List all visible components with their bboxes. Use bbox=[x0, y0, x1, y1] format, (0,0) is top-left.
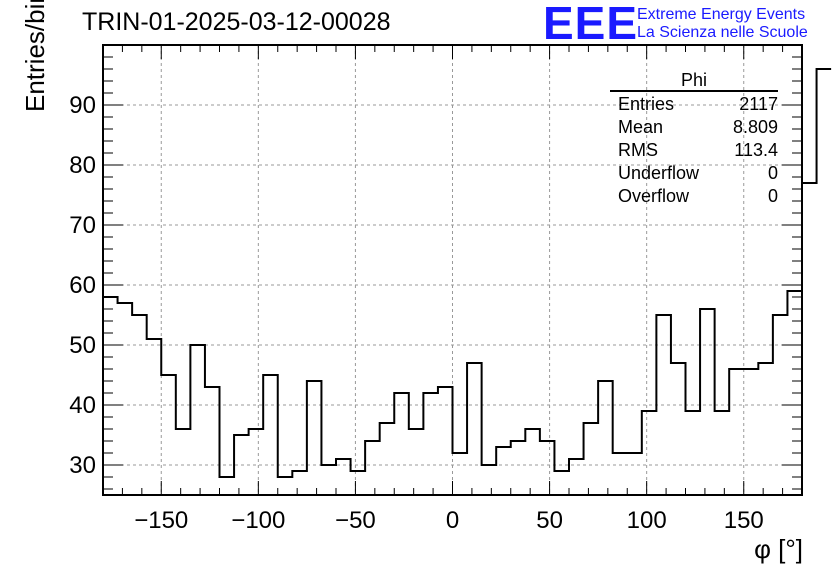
stats-value: 0 bbox=[767, 186, 778, 206]
stats-label: Overflow bbox=[618, 186, 690, 206]
stats-box: Phi Entries 2117 Mean 8.809 RMS 113.4 Un… bbox=[610, 70, 778, 209]
y-tick-label: 80 bbox=[69, 152, 96, 179]
histogram-line bbox=[103, 68, 832, 478]
plot-frame bbox=[102, 44, 803, 496]
stats-row: Entries 2117 bbox=[610, 94, 778, 117]
x-tick-label: −100 bbox=[231, 507, 285, 534]
stats-row: RMS 113.4 bbox=[610, 140, 778, 163]
axis-ticks bbox=[102, 44, 803, 495]
y-tick-label: 70 bbox=[69, 212, 96, 239]
stats-value: 8.809 bbox=[732, 117, 778, 137]
stats-value: 113.4 bbox=[734, 140, 778, 160]
y-tick-label: 90 bbox=[69, 92, 96, 119]
grid-lines bbox=[103, 45, 802, 495]
x-axis-label: φ [°] bbox=[754, 534, 803, 564]
x-tick-label: 150 bbox=[724, 507, 764, 534]
x-tick-label: −50 bbox=[335, 507, 376, 534]
stats-row: Mean 8.809 bbox=[610, 117, 778, 140]
y-tick-label: 40 bbox=[69, 392, 96, 419]
stats-label: RMS bbox=[618, 140, 658, 160]
chart-title: TRIN-01-2025-03-12-00028 bbox=[82, 8, 391, 36]
stats-label: Underflow bbox=[618, 163, 700, 183]
stats-value: 2117 bbox=[739, 94, 778, 114]
stats-divider bbox=[610, 90, 778, 92]
logo-line-1: Extreme Energy Events bbox=[637, 6, 806, 23]
y-axis-label: Entries/bin bbox=[20, 0, 50, 112]
x-tick-label: −150 bbox=[134, 507, 188, 534]
y-tick-label: 30 bbox=[69, 452, 96, 479]
y-tick-label: 60 bbox=[69, 272, 96, 299]
eee-logo: EEE bbox=[543, 0, 639, 49]
stats-row: Overflow 0 bbox=[610, 186, 778, 209]
stats-value: 0 bbox=[767, 163, 778, 183]
y-tick-label: 50 bbox=[69, 332, 96, 359]
x-tick-label: 50 bbox=[536, 507, 563, 534]
x-tick-label: 100 bbox=[627, 507, 667, 534]
stats-label: Mean bbox=[618, 117, 664, 137]
stats-title: Phi bbox=[680, 70, 707, 90]
stats-label: Entries bbox=[618, 94, 675, 114]
tick-labels: −150 −100 −50 0 50 100 150 30 40 50 60 70 80 90 bbox=[69, 92, 763, 534]
x-tick-label: 0 bbox=[446, 507, 459, 534]
logo-line-2: La Scienza nelle Scuole bbox=[637, 24, 808, 41]
stats-row: Underflow 0 bbox=[610, 163, 778, 186]
